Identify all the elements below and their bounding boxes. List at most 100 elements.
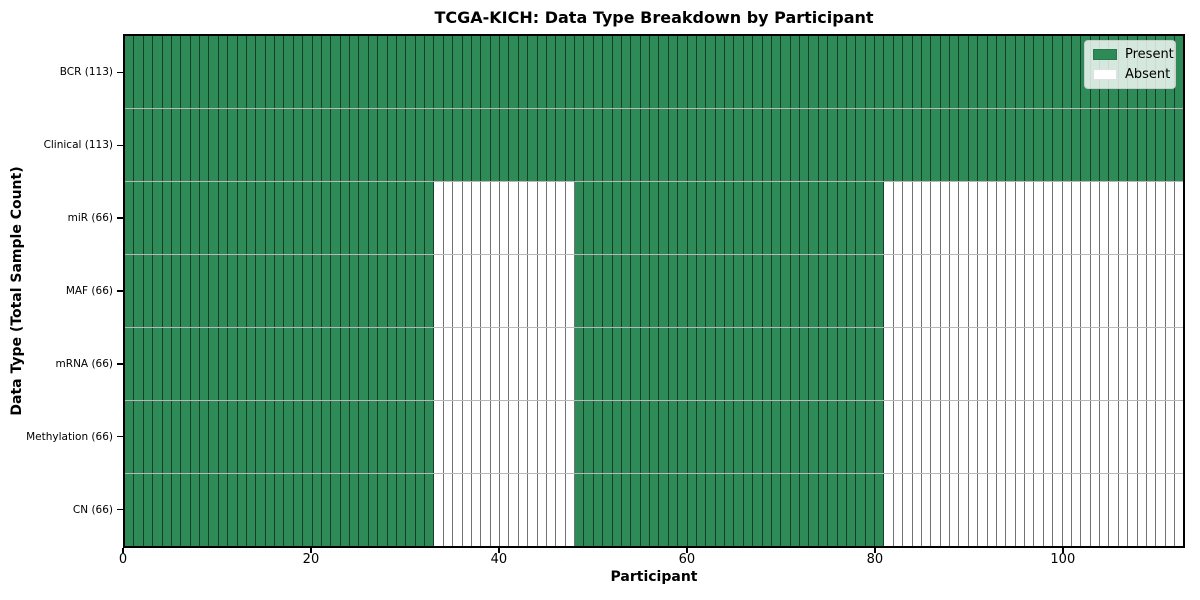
heatmap-cell-mir-100-absent (1062, 182, 1072, 254)
heatmap-cell-mrna-44-absent (537, 328, 547, 400)
heatmap-cell-clinical-104-present (1100, 109, 1110, 181)
heatmap-cell-maf-50-present (593, 255, 604, 327)
heatmap-cell-cn-95-absent (1015, 474, 1025, 546)
heatmap-cell-mrna-48-present (575, 328, 585, 400)
heatmap-cell-methylation-12-present (237, 401, 247, 473)
heatmap-cell-maf-93-absent (996, 255, 1007, 327)
heatmap-cell-maf-106-absent (1118, 255, 1129, 327)
heatmap-cell-bcr-57-present (659, 36, 669, 108)
heatmap-cell-bcr-80-present (875, 36, 885, 108)
heatmap-cell-mrna-95-absent (1015, 328, 1025, 400)
heatmap-cell-methylation-13-present (246, 401, 257, 473)
heatmap-cell-clinical-100-present (1062, 109, 1072, 181)
heatmap-cell-clinical-0-present (125, 109, 135, 181)
heatmap-cell-maf-23-present (340, 255, 350, 327)
heatmap-cell-cn-20-present (312, 474, 322, 546)
heatmap-cell-maf-44-absent (537, 255, 547, 327)
heatmap-cell-mir-33-absent (434, 182, 444, 254)
x-tick-mark (1062, 548, 1064, 553)
heatmap-cell-methylation-44-absent (537, 401, 547, 473)
heatmap-cell-methylation-70-present (781, 401, 791, 473)
heatmap-cell-mir-31-present (415, 182, 425, 254)
heatmap-cell-bcr-20-present (312, 36, 322, 108)
heatmap-cell-maf-105-absent (1109, 255, 1119, 327)
heatmap-cell-mrna-21-present (321, 328, 332, 400)
heatmap-cell-maf-41-absent (509, 255, 519, 327)
heatmap-cell-mir-80-present (875, 182, 885, 254)
heatmap-cell-clinical-76-present (837, 109, 847, 181)
x-axis-label: Participant (610, 569, 698, 585)
heatmap-cell-cn-94-absent (1006, 474, 1016, 546)
heatmap-cell-mrna-73-present (809, 328, 819, 400)
heatmap-cell-bcr-6-present (181, 36, 191, 108)
heatmap-cell-mir-26-present (368, 182, 379, 254)
heatmap-cell-cn-2-present (143, 474, 154, 546)
heatmap-cell-mir-98-absent (1043, 182, 1054, 254)
heatmap-cell-clinical-99-present (1053, 109, 1063, 181)
heatmap-cell-cn-9-present (209, 474, 219, 546)
heatmap-cell-mir-97-absent (1034, 182, 1044, 254)
x-tick-mark (686, 548, 688, 553)
heatmap-cell-bcr-18-present (293, 36, 304, 108)
heatmap-row-mrna (125, 328, 1184, 401)
heatmap-cell-cn-31-present (415, 474, 425, 546)
heatmap-cell-methylation-14-present (256, 401, 266, 473)
heatmap-cell-maf-96-absent (1025, 255, 1035, 327)
heatmap-cell-mrna-39-absent (490, 328, 500, 400)
heatmap-cell-cn-22-present (331, 474, 341, 546)
heatmap-cell-maf-88-absent (950, 255, 960, 327)
heatmap-cell-methylation-18-present (293, 401, 304, 473)
heatmap-cell-bcr-88-present (950, 36, 960, 108)
heatmap-cell-clinical-9-present (209, 109, 219, 181)
heatmap-cell-cn-60-present (687, 474, 697, 546)
heatmap-cell-mrna-97-absent (1034, 328, 1044, 400)
heatmap-cell-methylation-4-present (162, 401, 172, 473)
heatmap-cell-clinical-75-present (828, 109, 838, 181)
heatmap-cell-clinical-101-present (1071, 109, 1082, 181)
heatmap-cell-methylation-15-present (265, 401, 275, 473)
heatmap-cell-bcr-87-present (940, 36, 950, 108)
heatmap-cell-mrna-37-absent (471, 328, 482, 400)
heatmap-cell-methylation-78-present (856, 401, 866, 473)
heatmap-cell-maf-51-present (603, 255, 613, 327)
heatmap-cell-clinical-10-present (218, 109, 229, 181)
heatmap-cell-mir-75-present (828, 182, 838, 254)
heatmap-cell-mrna-28-present (387, 328, 397, 400)
heatmap-cell-mrna-50-present (593, 328, 604, 400)
heatmap-cell-clinical-1-present (134, 109, 144, 181)
heatmap-cell-mir-6-present (181, 182, 191, 254)
heatmap-cell-bcr-0-present (125, 36, 135, 108)
heatmap-cell-cn-46-absent (556, 474, 566, 546)
heatmap-cell-bcr-96-present (1025, 36, 1035, 108)
heatmap-cell-mrna-2-present (143, 328, 154, 400)
heatmap-cell-maf-85-absent (921, 255, 932, 327)
heatmap-cell-mrna-63-present (715, 328, 725, 400)
heatmap-cell-bcr-43-present (528, 36, 538, 108)
heatmap-cell-cn-74-present (818, 474, 829, 546)
heatmap-cell-cn-102-absent (1081, 474, 1091, 546)
heatmap-cell-cn-51-present (603, 474, 613, 546)
y-tick-label-bcr: BCR (113) (59, 66, 113, 79)
heatmap-cell-methylation-79-present (865, 401, 875, 473)
heatmap-cell-mir-34-absent (443, 182, 454, 254)
x-tick-label-20: 20 (302, 552, 320, 567)
x-tick-label-100: 100 (1050, 552, 1076, 567)
heatmap-cell-bcr-74-present (818, 36, 829, 108)
heatmap-cell-maf-84-absent (912, 255, 922, 327)
heatmap-cell-clinical-94-present (1006, 109, 1016, 181)
heatmap-cell-clinical-61-present (696, 109, 707, 181)
heatmap-cell-cn-85-absent (921, 474, 932, 546)
heatmap-cell-clinical-58-present (668, 109, 679, 181)
heatmap-cell-bcr-8-present (200, 36, 210, 108)
heatmap-cell-bcr-32-present (425, 36, 435, 108)
heatmap-cell-bcr-11-present (228, 36, 238, 108)
heatmap-cell-cn-18-present (293, 474, 304, 546)
heatmap-cell-mrna-18-present (293, 328, 304, 400)
heatmap-cell-bcr-41-present (509, 36, 519, 108)
heatmap-cell-mir-111-absent (1165, 182, 1175, 254)
heatmap-cell-mir-81-absent (884, 182, 894, 254)
heatmap-cell-mrna-24-present (350, 328, 360, 400)
heatmap-cell-methylation-94-absent (1006, 401, 1016, 473)
heatmap-cell-mir-50-present (593, 182, 604, 254)
heatmap-cell-maf-54-present (631, 255, 641, 327)
